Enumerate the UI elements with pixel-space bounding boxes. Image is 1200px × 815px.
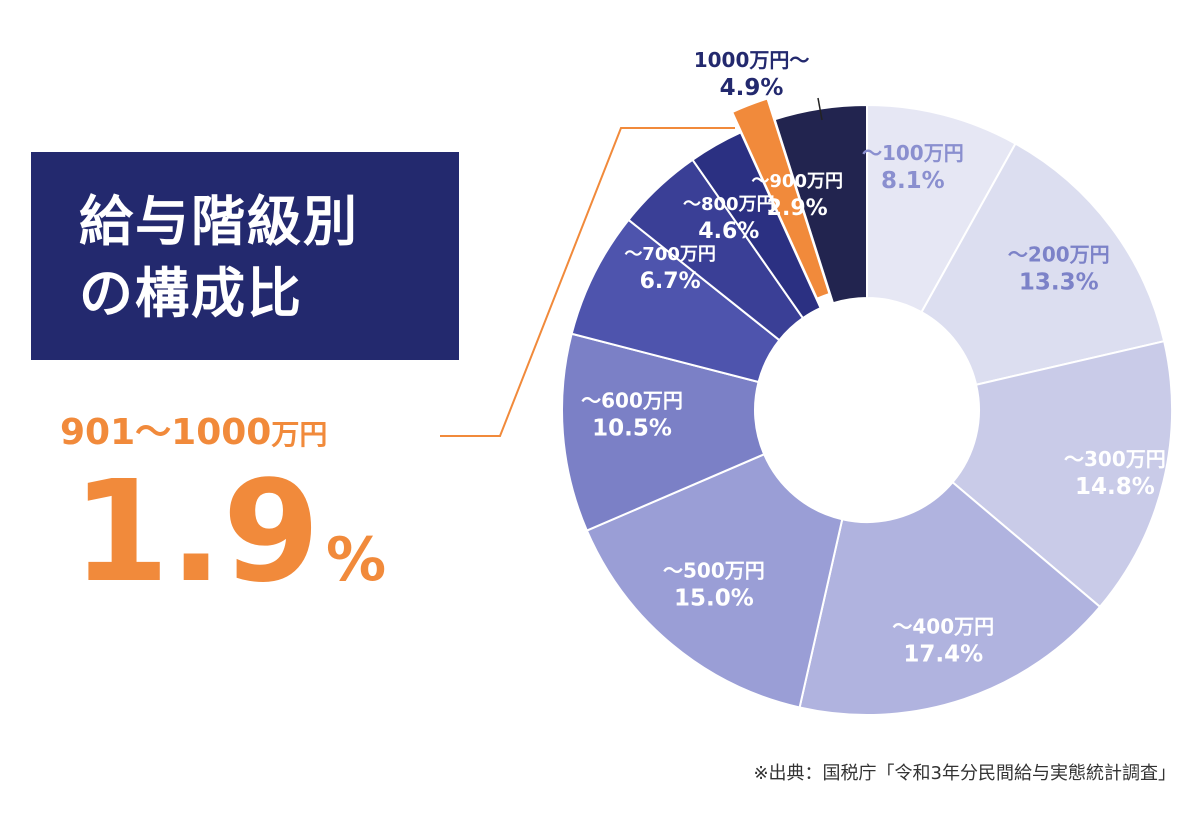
slice-value-4: 17.4% <box>903 642 983 668</box>
slice-label-7: 〜700万円 <box>624 244 716 265</box>
slice-label-3: 〜300万円 <box>1064 447 1166 471</box>
highlight-percent-value: 1.9 <box>72 451 321 614</box>
slice-3 <box>951 339 1173 609</box>
slice-value-1: 8.1% <box>881 168 945 194</box>
slice-value-7: 6.7% <box>640 269 701 294</box>
slice-11 <box>773 103 868 305</box>
slice-value-11: 4.9% <box>720 75 784 101</box>
slice-value-6: 10.5% <box>592 416 672 442</box>
slice-9 <box>691 131 822 320</box>
outside-label-leader <box>817 97 823 121</box>
chart-slices <box>561 97 1173 716</box>
slice-label-9: 〜900万円 <box>751 171 843 192</box>
highlight-unit: 万円 <box>271 418 328 451</box>
slice-2 <box>920 142 1166 386</box>
slice-4 <box>798 480 1102 716</box>
title-line-2: の構成比 <box>79 262 303 325</box>
slice-value-8: 4.6% <box>698 219 759 244</box>
slice-value-9: 2.9% <box>767 196 828 221</box>
slice-label-2: 〜200万円 <box>1008 243 1110 267</box>
slice-value-5: 15.0% <box>674 586 754 612</box>
slice-label-11: 1000万円〜 <box>694 48 810 72</box>
highlight-percent: 1.9% <box>72 458 386 635</box>
slice-label-1: 〜100万円 <box>862 141 964 165</box>
slice-label-8: 〜800万円 <box>683 194 775 215</box>
slice-6 <box>561 332 766 532</box>
highlight-percent-sign: % <box>326 525 387 595</box>
highlight-leader-line <box>440 127 735 437</box>
slice-value-2: 13.3% <box>1019 270 1099 296</box>
slice-label-5: 〜500万円 <box>663 559 765 583</box>
slice-label-6: 〜600万円 <box>581 389 683 413</box>
highlight-range-label: 901〜1000万円 <box>60 408 327 460</box>
slice-5 <box>585 452 844 709</box>
title-box: 給与階級別 の構成比 <box>31 152 459 360</box>
slice-value-3: 14.8% <box>1075 474 1155 500</box>
slice-label-4: 〜400万円 <box>892 615 994 639</box>
chart-labels: 〜100万円 8.1% 〜200万円 13.3% 〜300万円 14.8% 〜400万円 17… <box>581 48 1166 667</box>
source-note: ※出典：国税庁「令和3年分民間給与実態統計調査」 <box>753 763 1176 784</box>
highlight-range: 901〜1000 <box>60 412 272 453</box>
title-line-1: 給与階級別 <box>79 190 359 253</box>
